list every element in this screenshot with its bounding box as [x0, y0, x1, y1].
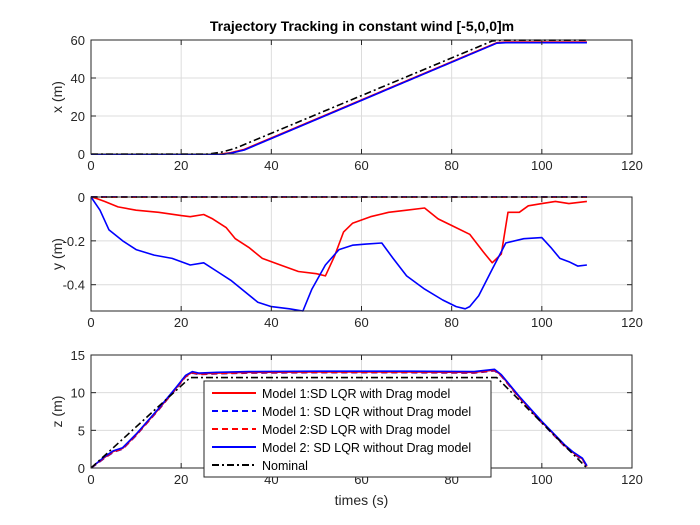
x-tick-label: 20	[174, 315, 188, 330]
x-tick-label: 120	[621, 158, 643, 173]
x-tick-label: 40	[264, 158, 278, 173]
x-tick-label: 80	[444, 315, 458, 330]
legend-entry-label: Model 2: SD LQR without Drag model	[262, 441, 471, 455]
x-tick-label: 100	[531, 315, 553, 330]
y-tick-label: 40	[71, 71, 85, 86]
series-group	[91, 39, 587, 155]
y-tick-label: 60	[71, 33, 85, 48]
x-tick-label: 40	[264, 315, 278, 330]
legend-entry-label: Model 2:SD LQR with Drag model	[262, 423, 450, 437]
x-tick-label: 120	[621, 315, 643, 330]
legend-entry-label: Model 1: SD LQR without Drag model	[262, 405, 471, 419]
series-line-5	[91, 376, 588, 469]
y-tick-label: 0	[78, 190, 85, 205]
x-tick-label: 20	[174, 158, 188, 173]
y-tick-label: 15	[71, 348, 85, 363]
subplot-2: 0 20 40 60 80 100 120 0 -0.2 -0.4 y (m)	[49, 190, 643, 330]
y-tick-label: -0.4	[63, 278, 85, 293]
x-tick-label: 0	[87, 158, 94, 173]
series-line-1	[91, 196, 587, 277]
x-tick-label: 60	[354, 315, 368, 330]
x-tick-label: 0	[87, 472, 94, 487]
y-axis-label: y (m)	[49, 238, 65, 270]
series-line-4	[91, 196, 587, 312]
y-tick-label: 0	[78, 461, 85, 476]
y-axis-label: z (m)	[49, 396, 65, 428]
legend: Model 1:SD LQR with Drag model Model 1: S…	[203, 380, 492, 478]
x-tick-label: 0	[87, 315, 94, 330]
legend-box	[203, 380, 492, 478]
series-line-4	[91, 368, 588, 469]
x-tick-label: 120	[621, 472, 643, 487]
y-tick-label: 0	[78, 147, 85, 162]
y-tick-label: -0.2	[63, 234, 85, 249]
x-tick-label: 80	[444, 158, 458, 173]
x-tick-label: 100	[531, 472, 553, 487]
figure-title: Trajectory Tracking in constant wind [-5…	[210, 18, 514, 34]
y-axis-label: x (m)	[49, 81, 65, 113]
x-tick-label: 100	[531, 158, 553, 173]
x-tick-label: 20	[174, 472, 188, 487]
x-axis-label: times (s)	[335, 492, 389, 508]
y-tick-label: 10	[71, 386, 85, 401]
series-group	[91, 368, 588, 469]
legend-entry-label: Nominal	[262, 459, 308, 473]
y-tick-label: 5	[78, 423, 85, 438]
subplot-1: 0 20 40 60 80 100 120 0 20 40 60 x (m)	[49, 33, 643, 173]
series-line-4	[91, 41, 587, 155]
x-tick-label: 60	[354, 158, 368, 173]
y-tick-label: 20	[71, 109, 85, 124]
legend-entry-label: Model 1:SD LQR with Drag model	[262, 387, 450, 401]
